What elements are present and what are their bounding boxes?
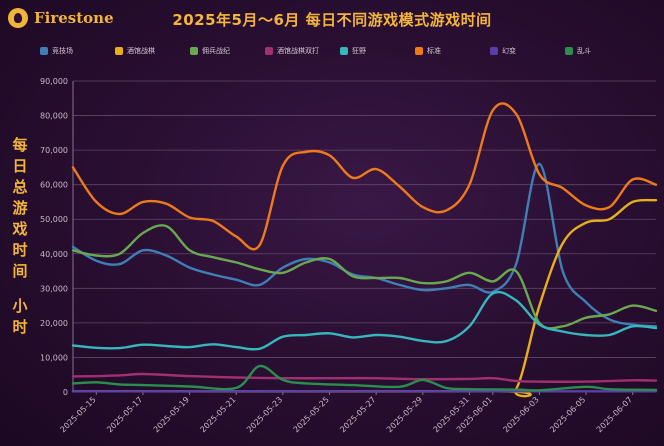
x-tick-label: 2025-06-07 [595, 395, 634, 434]
flame-icon [8, 8, 28, 28]
y-tick-label: 50,000 [40, 215, 68, 224]
y-tick-label: 70,000 [40, 146, 68, 155]
legend-item[interactable]: 幻变 [490, 46, 516, 56]
y-tick-label: 30,000 [40, 284, 68, 293]
legend-swatch [115, 47, 123, 55]
legend-label: 佣兵战纪 [202, 47, 230, 55]
legend-swatch [415, 47, 423, 55]
y-tick-label: 40,000 [40, 250, 68, 259]
legend-item[interactable]: 竞技场 [40, 46, 73, 56]
x-tick-label: 2025-05-21 [198, 395, 237, 434]
x-tick-label: 2025-05-25 [292, 395, 331, 434]
y-tick-label: 0 [63, 388, 68, 397]
chart-legend: 竞技场 酒馆战棋 佣兵战纪 酒馆战棋双打 狂野 标准 幻变 乱斗 [40, 46, 640, 58]
legend-swatch [490, 47, 498, 55]
series-line-1 [71, 198, 658, 398]
x-tick-label: 2025-05-23 [245, 395, 284, 434]
y-tick-label: 90,000 [40, 77, 68, 86]
legend-swatch [40, 47, 48, 55]
x-tick-label: 2025-05-19 [152, 395, 191, 434]
series-line-0 [71, 162, 658, 328]
y-tick-label: 80,000 [40, 112, 68, 121]
series-line-7 [71, 364, 658, 392]
y-tick-label: 60,000 [40, 181, 68, 190]
legend-label: 乱斗 [577, 47, 591, 55]
chart-title: 2025年5月～6月 每日不同游戏模式游戏时间 [172, 11, 492, 29]
brand-name: Firestone [34, 9, 114, 27]
legend-swatch [265, 47, 273, 55]
series-line-5 [71, 102, 658, 251]
x-tick-label: 2025-05-17 [105, 395, 144, 434]
series-line-3 [71, 372, 658, 383]
x-tick-label: 2025-06-05 [548, 395, 587, 434]
legend-item[interactable]: 乱斗 [565, 46, 591, 56]
legend-swatch [190, 47, 198, 55]
legend-item[interactable]: 佣兵战纪 [190, 46, 230, 56]
x-tick-label: 2025-05-27 [338, 395, 377, 434]
legend-item[interactable]: 酒馆战棋 [115, 46, 155, 56]
legend-label: 酒馆战棋双打 [277, 47, 319, 55]
legend-label: 酒馆战棋 [127, 47, 155, 55]
legend-item[interactable]: 标准 [415, 46, 441, 56]
y-axis-label-unit: 小时 [12, 297, 28, 336]
legend-item[interactable]: 酒馆战棋双打 [265, 46, 319, 56]
series-line-2 [71, 224, 658, 330]
x-tick-label: 2025-05-29 [385, 395, 424, 434]
x-tick-label: 2025-05-15 [58, 395, 97, 434]
y-tick-label: 20,000 [40, 319, 68, 328]
y-axis-label-main: 每日总游戏时间 [12, 136, 28, 280]
x-tick-label: 2025-06-03 [502, 395, 541, 434]
y-tick-label: 10,000 [40, 353, 68, 362]
series-line-4 [71, 290, 658, 351]
legend-label: 狂野 [352, 47, 366, 55]
legend-label: 标准 [427, 47, 441, 55]
legend-swatch [565, 47, 573, 55]
y-axis-label: 每日总游戏时间 小时 [8, 135, 32, 338]
legend-label: 竞技场 [52, 47, 73, 55]
brand-logo: Firestone [8, 8, 114, 28]
legend-label: 幻变 [502, 47, 516, 55]
legend-item[interactable]: 狂野 [340, 46, 366, 56]
legend-swatch [340, 47, 348, 55]
